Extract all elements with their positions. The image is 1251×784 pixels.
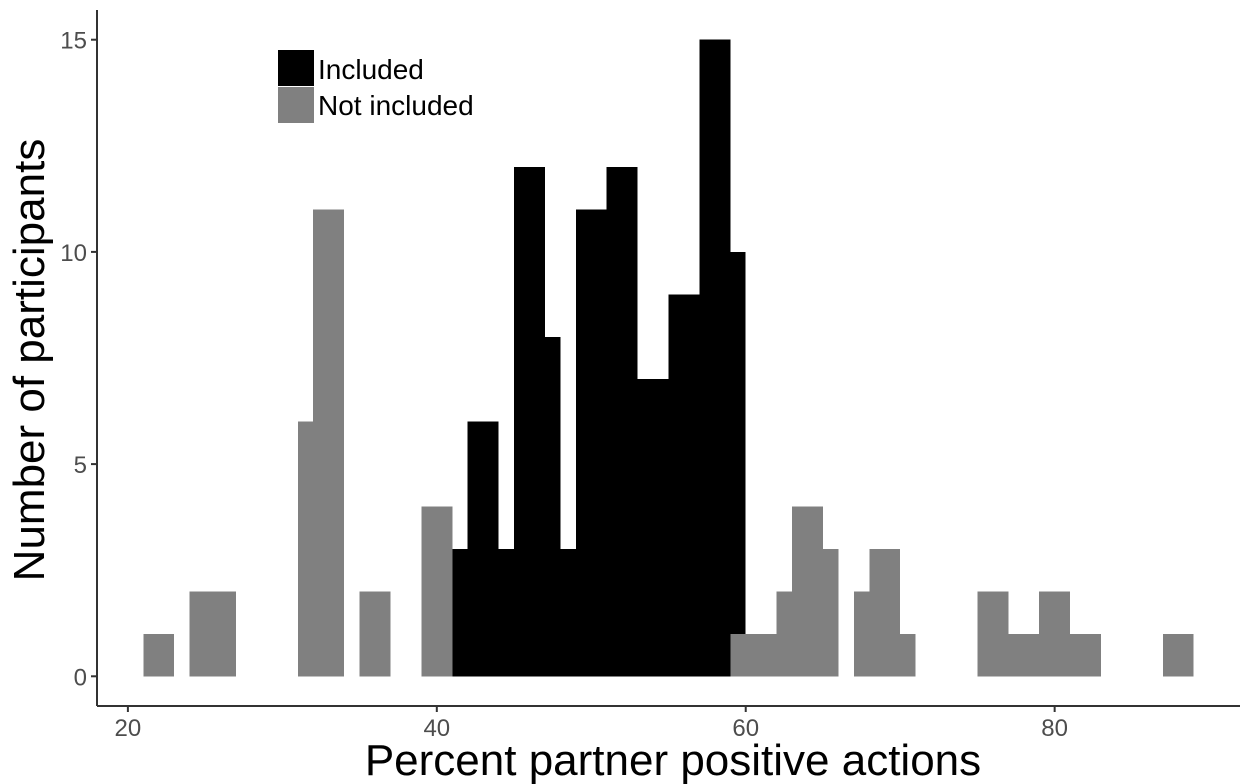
bar-included-5 <box>544 548 576 677</box>
x-tick-label: 40 <box>423 715 450 742</box>
bar-not-included-0 <box>143 633 175 677</box>
legend: Included Not included <box>278 50 474 123</box>
y-axis-title: Number of participants <box>5 139 54 582</box>
bar-not-included-14 <box>884 633 916 677</box>
bar-not-included-17 <box>1039 591 1071 677</box>
bar-included-8 <box>606 167 638 677</box>
y-tick-label: 0 <box>74 664 87 691</box>
x-tick-label: 60 <box>732 715 759 742</box>
bar-not-included-4 <box>313 209 345 677</box>
bar-not-included-16 <box>1008 633 1040 677</box>
x-axis-title: Percent partner positive actions <box>365 736 981 784</box>
legend-label-not-included: Not included <box>318 90 474 121</box>
bar-not-included-19 <box>1162 633 1194 677</box>
bar-included-13 <box>714 251 746 677</box>
y-tick-label: 5 <box>74 452 87 479</box>
bar-not-included-7 <box>730 633 762 677</box>
y-axis-ticks: 0 5 10 15 <box>60 28 97 691</box>
bars-layer <box>143 39 1194 677</box>
bar-included-11 <box>668 294 700 677</box>
bar-included-2 <box>483 548 515 677</box>
legend-swatch-not-included <box>278 87 314 123</box>
legend-swatch-included <box>278 50 314 86</box>
y-tick-label: 15 <box>60 28 87 55</box>
x-axis-ticks: 20 40 60 80 <box>115 706 1068 742</box>
legend-label-included: Included <box>318 54 424 85</box>
bar-not-included-5 <box>359 591 391 677</box>
bar-not-included-18 <box>1070 633 1101 677</box>
x-tick-label: 80 <box>1041 715 1068 742</box>
bar-not-included-11 <box>807 548 839 677</box>
y-tick-label: 10 <box>60 240 87 267</box>
bar-not-included-15 <box>977 591 1009 677</box>
bar-not-included-6 <box>421 506 453 677</box>
bar-not-included-2 <box>205 591 237 677</box>
x-tick-label: 20 <box>115 715 142 742</box>
